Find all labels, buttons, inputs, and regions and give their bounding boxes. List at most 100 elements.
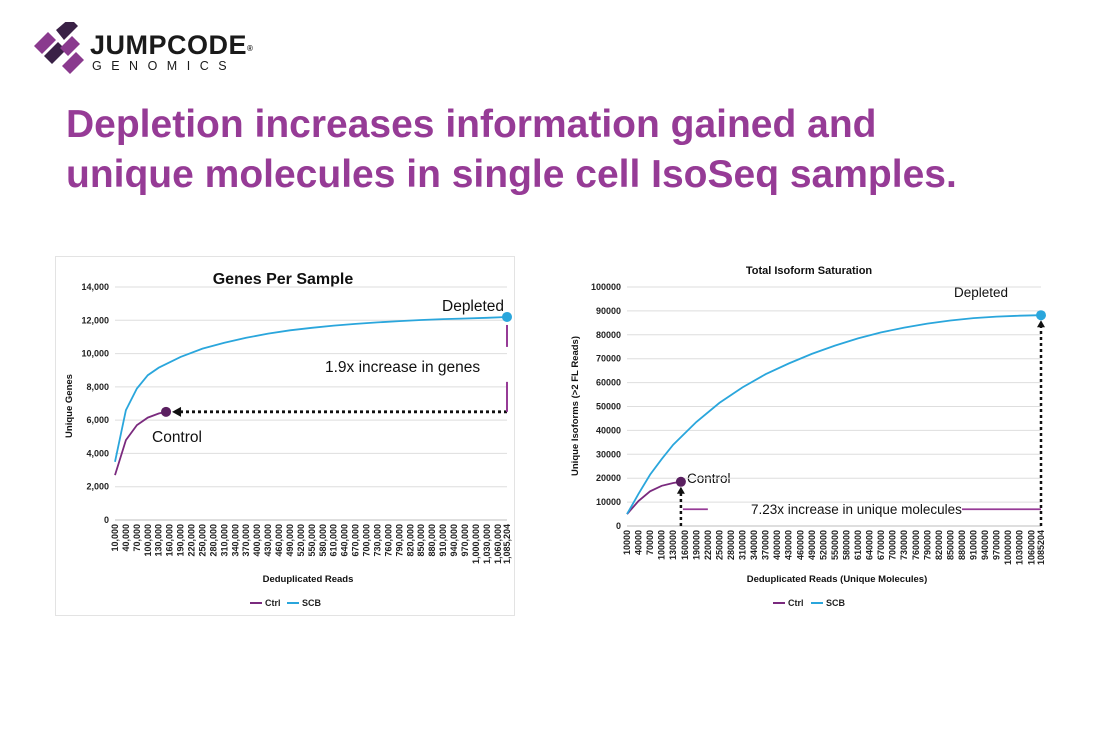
title-line-2: unique molecules in single cell IsoSeq s… [66, 153, 957, 196]
x-tick-label: 910000 [969, 530, 979, 560]
control-endpoint-marker [675, 476, 686, 487]
isoform-saturation-chart: Total Isoform Saturation Deduplicated Re… [570, 265, 1046, 608]
x-tick-label: 160,000 [165, 524, 175, 557]
x-tick-label: 880000 [957, 530, 967, 560]
x-tick-label: 490,000 [285, 524, 295, 557]
arrowhead-icon [676, 486, 685, 494]
x-tick-label: 430,000 [263, 524, 273, 557]
y-tick-label: 0 [616, 521, 621, 531]
x-tick-label: 820,000 [405, 524, 415, 557]
x-tick-label: 1,030,000 [482, 524, 492, 564]
x-tick-label: 580,000 [318, 524, 328, 557]
depleted-endpoint-marker [1036, 310, 1046, 321]
logo-mark-icon [34, 22, 84, 74]
x-axis-title: Deduplicated Reads [263, 574, 354, 585]
y-tick-label: 30000 [596, 449, 621, 459]
x-tick-label: 310000 [738, 530, 748, 560]
annotation-increase: 7.23x increase in unique molecules [751, 502, 962, 517]
x-tick-label: 220000 [703, 530, 713, 560]
x-tick-label: 370,000 [241, 524, 251, 557]
y-tick-label: 2,000 [86, 482, 109, 492]
logo-trademark: ® [247, 44, 254, 53]
y-tick-label: 14,000 [81, 282, 109, 292]
x-tick-label: 70,000 [132, 524, 142, 552]
x-tick-label: 880,000 [427, 524, 437, 557]
y-tick-label: 90000 [596, 306, 621, 316]
x-tick-label: 550,000 [307, 524, 317, 557]
x-tick-label: 1085204 [1036, 530, 1046, 565]
x-tick-label: 40000 [634, 530, 644, 555]
arrowhead-icon [172, 406, 182, 417]
annotation-depleted: Depleted [954, 285, 1008, 300]
x-tick-label: 70000 [645, 530, 655, 555]
arrowhead-icon [1037, 320, 1045, 328]
x-axis-title: Deduplicated Reads (Unique Molecules) [747, 574, 928, 585]
legend-label-ctrl: Ctrl [788, 598, 804, 608]
y-tick-label: 20000 [596, 473, 621, 483]
x-tick-label: 730,000 [372, 524, 382, 557]
genes-per-sample-chart: Genes Per Sample Deduplicated Reads Uniq… [64, 271, 512, 608]
depleted-endpoint-marker [502, 311, 512, 322]
annotation-depleted: Depleted [442, 298, 504, 315]
x-tick-label: 1000000 [1003, 530, 1013, 565]
x-tick-label: 280,000 [208, 524, 218, 557]
series-line-ctrl [114, 410, 167, 476]
x-tick-label: 340,000 [230, 524, 240, 557]
x-tick-label: 340000 [749, 530, 759, 560]
x-tick-label: 610,000 [329, 524, 339, 557]
x-tick-label: 250000 [714, 530, 724, 560]
x-tick-label: 160000 [680, 530, 690, 560]
page-title: Depletion increases information gained a… [66, 100, 1066, 200]
y-tick-label: 10000 [596, 497, 621, 507]
y-axis-title: Unique Isoforms (>2 FL Reads) [570, 336, 581, 476]
x-tick-label: 670,000 [351, 524, 361, 557]
x-tick-label: 490000 [807, 530, 817, 560]
x-tick-label: 10,000 [110, 524, 120, 552]
x-tick-label: 400,000 [252, 524, 262, 557]
y-tick-label: 50000 [596, 402, 621, 412]
x-tick-label: 640000 [865, 530, 875, 560]
y-axis-title: Unique Genes [64, 374, 75, 438]
x-tick-label: 700,000 [362, 524, 372, 557]
x-tick-label: 220,000 [187, 524, 197, 557]
x-tick-label: 460000 [795, 530, 805, 560]
x-tick-label: 730000 [899, 530, 909, 560]
y-tick-label: 40000 [596, 425, 621, 435]
logo-brand: JUMPCODE [90, 30, 248, 60]
y-tick-label: 8,000 [86, 382, 109, 392]
x-tick-label: 130,000 [154, 524, 164, 557]
x-tick-label: 1,000,000 [471, 524, 481, 564]
x-tick-label: 370000 [761, 530, 771, 560]
chart-title: Total Isoform Saturation [746, 265, 873, 277]
x-tick-label: 190000 [691, 530, 701, 560]
x-tick-label: 40,000 [121, 524, 131, 552]
series-line-ctrl [626, 480, 682, 515]
legend-label-scb: SCB [826, 598, 846, 608]
y-tick-label: 0 [104, 515, 109, 525]
x-tick-label: 820000 [934, 530, 944, 560]
x-tick-label: 520000 [818, 530, 828, 560]
x-tick-label: 280000 [726, 530, 736, 560]
x-tick-label: 970000 [992, 530, 1002, 560]
x-tick-label: 850,000 [416, 524, 426, 557]
x-tick-label: 550000 [830, 530, 840, 560]
legend-label-ctrl: Ctrl [265, 598, 281, 608]
x-tick-label: 790,000 [394, 524, 404, 557]
x-tick-label: 520,000 [296, 524, 306, 557]
x-tick-label: 100000 [657, 530, 667, 560]
x-tick-label: 130000 [668, 530, 678, 560]
jumpcode-logo: JUMPCODE® GENOMICS [32, 22, 262, 78]
control-endpoint-marker [161, 406, 172, 417]
x-tick-label: 400000 [772, 530, 782, 560]
x-tick-label: 910,000 [438, 524, 448, 557]
chart-legend: Ctrl SCB [250, 598, 322, 608]
x-tick-label: 1030000 [1015, 530, 1025, 565]
chart-legend: Ctrl SCB [773, 598, 846, 608]
series-line-scb [626, 314, 1042, 515]
y-tick-label: 4,000 [86, 448, 109, 458]
y-tick-label: 60000 [596, 378, 621, 388]
x-tick-label: 1,085,204 [502, 524, 512, 564]
x-tick-label: 670000 [876, 530, 886, 560]
x-tick-label: 580000 [841, 530, 851, 560]
x-tick-label: 190,000 [176, 524, 186, 557]
